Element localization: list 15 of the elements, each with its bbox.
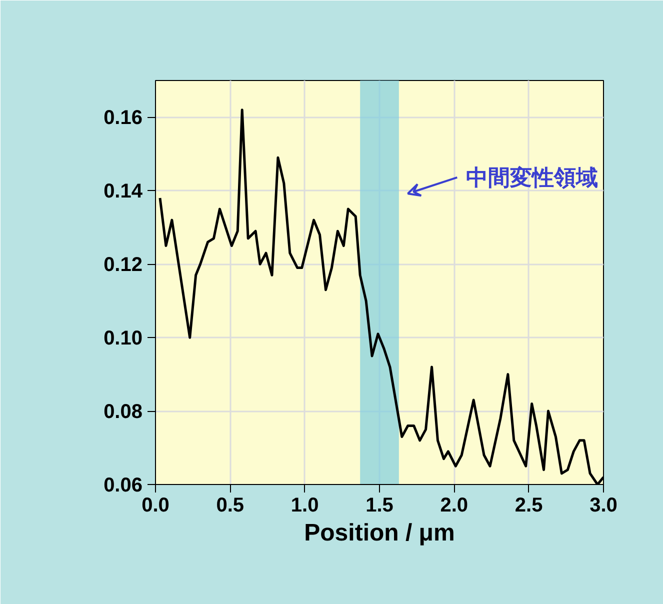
x-axis-title: Position / μm bbox=[304, 520, 455, 546]
x-tick-label: 2.5 bbox=[514, 494, 543, 516]
y-tick-label: 0.08 bbox=[104, 401, 143, 424]
y-tick-label: 0.12 bbox=[104, 254, 143, 276]
x-tick-label: 2.0 bbox=[440, 494, 468, 516]
x-tick-label: 1.5 bbox=[366, 494, 394, 516]
y-tick-label: 0.10 bbox=[104, 328, 143, 350]
band-label: 中間変性領域 bbox=[466, 164, 598, 190]
x-tick-label: 1.0 bbox=[290, 494, 319, 516]
x-tick-label: 3.0 bbox=[590, 494, 618, 516]
x-tick-label: 0.0 bbox=[142, 494, 170, 516]
y-tick-label: 0.14 bbox=[104, 180, 144, 203]
y-tick-label: 0.16 bbox=[104, 107, 143, 130]
x-tick-label: 0.5 bbox=[216, 494, 244, 516]
y-tick-label: 0.06 bbox=[104, 474, 143, 496]
